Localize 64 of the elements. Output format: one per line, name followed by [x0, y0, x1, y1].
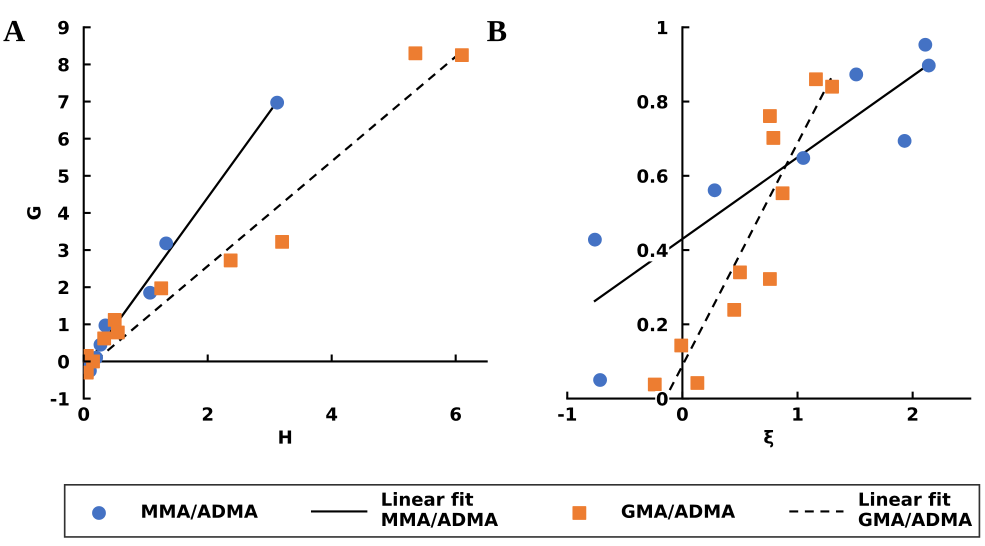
- point: [593, 373, 607, 387]
- point: [588, 232, 602, 247]
- x-tick-label: 4: [326, 407, 338, 421]
- point: [825, 80, 839, 94]
- legend-label: GMA/ADMA: [622, 504, 736, 520]
- y-tick-label: 3: [58, 244, 68, 258]
- y-tick-label: 2: [58, 280, 68, 294]
- y-tick-label: 0.2: [637, 318, 667, 332]
- point: [918, 38, 932, 52]
- point: [727, 302, 742, 317]
- x-axis-title: H: [279, 430, 292, 444]
- point: [110, 326, 125, 340]
- x-tick-label: 0: [78, 407, 90, 421]
- point: [776, 186, 790, 200]
- point: [766, 131, 780, 145]
- x-tick-label: 2: [908, 407, 918, 421]
- point: [224, 254, 238, 268]
- y-tick-label: 6: [58, 132, 69, 146]
- y-tick-label: 5: [58, 170, 69, 183]
- chart-title: B: [487, 21, 506, 42]
- y-tick-label: 0.6: [637, 169, 668, 183]
- point: [690, 376, 704, 390]
- x-axis-title: ξ: [764, 430, 774, 448]
- point: [270, 96, 284, 110]
- point: [454, 48, 469, 62]
- y-axis-title: G: [27, 206, 41, 220]
- y-tick-label: 1: [59, 318, 69, 332]
- point: [809, 72, 823, 86]
- point: [159, 236, 174, 250]
- point: [108, 312, 122, 327]
- point: [898, 134, 912, 148]
- point: [143, 286, 157, 300]
- point: [849, 68, 864, 82]
- point: [408, 46, 422, 60]
- x-tick-label: 6: [450, 407, 461, 421]
- y-tick-label: 7: [58, 95, 68, 108]
- y-tick-label: 0.8: [637, 95, 668, 109]
- point: [97, 332, 112, 346]
- point: [762, 272, 777, 286]
- legend-label: Linear fit MMA/ADMA: [382, 492, 498, 528]
- point: [733, 265, 747, 280]
- y-tick-label: 4: [58, 206, 70, 220]
- y-tick-label: 0.4: [637, 244, 668, 258]
- point: [708, 183, 722, 198]
- point: [275, 234, 290, 249]
- y-tick-label: 1: [658, 20, 668, 34]
- y-tick-label: 0: [656, 392, 668, 406]
- x-tick-label: -1: [558, 407, 576, 421]
- y-tick-label: 0: [58, 354, 69, 369]
- y-tick-label: -1: [50, 392, 69, 406]
- point: [922, 58, 936, 72]
- x-tick-label: 2: [202, 407, 212, 421]
- point: [648, 378, 662, 392]
- point: [154, 281, 168, 296]
- chart-title: A: [3, 20, 25, 42]
- legend-label: MMA/ADMA: [142, 504, 258, 520]
- point: [796, 151, 810, 165]
- y-tick-label: 9: [58, 20, 69, 34]
- x-tick-label: 0: [676, 407, 688, 421]
- x-tick-label: 1: [793, 407, 803, 421]
- point: [674, 338, 688, 352]
- point: [762, 109, 777, 123]
- legend-label: Linear fit GMA/ADMA: [858, 492, 972, 528]
- y-tick-label: 8: [58, 58, 69, 72]
